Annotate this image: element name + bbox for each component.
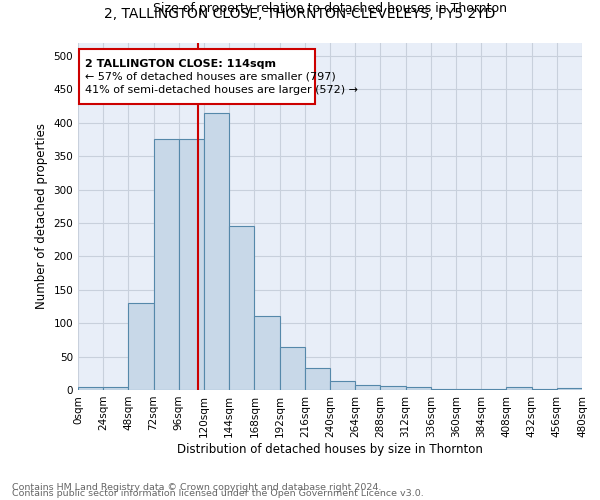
Bar [128, 303, 154, 390]
Bar [229, 226, 254, 390]
Text: Contains HM Land Registry data © Crown copyright and database right 2024.: Contains HM Land Registry data © Crown c… [12, 484, 382, 492]
Bar [532, 388, 557, 390]
Bar [380, 386, 406, 390]
Bar [481, 388, 506, 390]
Text: 41% of semi-detached houses are larger (572) →: 41% of semi-detached houses are larger (… [85, 86, 358, 96]
Bar [431, 388, 456, 390]
Bar [78, 386, 103, 390]
Bar [330, 380, 355, 390]
Bar [204, 112, 229, 390]
Bar [557, 388, 582, 390]
Y-axis label: Number of detached properties: Number of detached properties [35, 123, 48, 309]
Bar [154, 140, 179, 390]
Bar [305, 368, 330, 390]
Bar [254, 316, 280, 390]
Text: 2 TALLINGTON CLOSE: 114sqm: 2 TALLINGTON CLOSE: 114sqm [85, 58, 277, 68]
Text: ← 57% of detached houses are smaller (797): ← 57% of detached houses are smaller (79… [85, 72, 336, 82]
Text: 2, TALLINGTON CLOSE, THORNTON-CLEVELEYS, FY5 2YD: 2, TALLINGTON CLOSE, THORNTON-CLEVELEYS,… [104, 8, 496, 22]
Bar [355, 384, 380, 390]
Bar [406, 386, 431, 390]
Bar [456, 388, 481, 390]
Bar [179, 140, 204, 390]
Bar [103, 386, 128, 390]
Bar [280, 346, 305, 390]
Bar [506, 386, 532, 390]
Title: Size of property relative to detached houses in Thornton: Size of property relative to detached ho… [153, 2, 507, 15]
X-axis label: Distribution of detached houses by size in Thornton: Distribution of detached houses by size … [177, 442, 483, 456]
FancyBboxPatch shape [79, 49, 316, 104]
Text: Contains public sector information licensed under the Open Government Licence v3: Contains public sector information licen… [12, 490, 424, 498]
